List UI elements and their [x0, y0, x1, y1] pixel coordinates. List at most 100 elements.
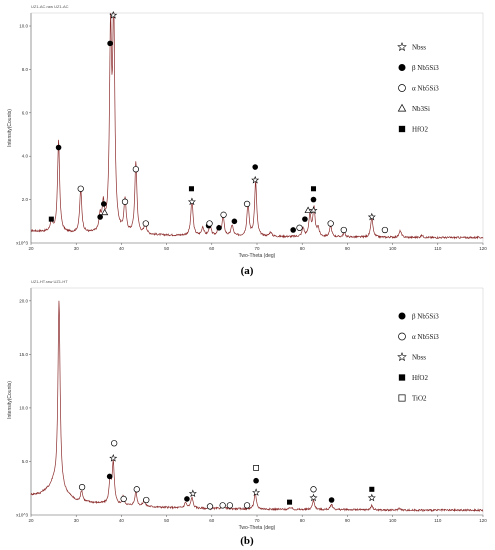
legend-label: α Nb5Si3	[412, 333, 439, 341]
xrd-chart-a: UZ1-AC.raw UZ1-AC 20 30 40 50 60 70 80 90 100 110 1…	[7, 4, 487, 277]
circle-open-marker	[132, 166, 140, 173]
legend-label: HfO2	[412, 126, 428, 134]
star-marker	[367, 493, 376, 502]
star-marker	[187, 197, 196, 206]
star-marker	[252, 488, 261, 496]
y-tick-label: 4.0	[22, 154, 29, 159]
circle-open-marker	[327, 220, 334, 227]
circle-open-marker	[133, 486, 140, 493]
circle-open-marker	[219, 502, 226, 509]
legend-label: Nbss	[412, 354, 426, 362]
y-tick-label: 20.0	[19, 298, 28, 303]
square-open-marker	[253, 465, 259, 471]
x-tick-label: 20	[28, 246, 34, 251]
xrd-pattern-line	[30, 300, 484, 513]
x-tick-label: 20	[28, 518, 34, 523]
x-tick-label: 100	[389, 518, 397, 523]
circle-open-marker	[296, 224, 303, 231]
square-filled-marker	[188, 186, 194, 192]
x-tick-label: 110	[434, 246, 442, 251]
legend-circle-open-icon	[398, 84, 406, 92]
circle-filled-marker	[290, 227, 296, 233]
circle-filled-marker	[106, 473, 113, 480]
x-tick-label: 120	[479, 518, 487, 523]
circle-open-marker	[111, 440, 118, 447]
circle-filled-marker	[216, 225, 222, 231]
star-marker	[309, 206, 318, 214]
square-filled-marker	[48, 216, 54, 222]
y-axis-label: Intensity(Counts)	[7, 109, 13, 147]
y-tick-label: 10.0	[19, 24, 28, 29]
square-filled-marker	[310, 186, 317, 192]
circle-filled-marker	[252, 164, 258, 170]
circle-filled-marker	[231, 218, 238, 225]
star-marker	[309, 493, 318, 502]
x-tick-label: 100	[389, 246, 397, 251]
legend-star-icon	[397, 41, 407, 52]
chart-header: UZ1-AC.raw UZ1-AC	[31, 4, 69, 9]
circle-filled-marker	[107, 40, 113, 47]
circle-open-marker	[226, 502, 234, 509]
legend-square-open-icon	[398, 394, 406, 402]
legend-triangle-open-icon	[397, 103, 407, 112]
x-tick-label: 50	[164, 246, 170, 251]
y-tick-label: 15.0	[19, 352, 28, 357]
legend-label: α Nb5Si3	[412, 85, 439, 93]
circle-open-marker	[243, 502, 251, 509]
circle-open-marker	[220, 211, 227, 218]
circle-open-marker	[243, 200, 251, 208]
legend-square-filled-icon	[398, 125, 406, 133]
legend: β Nb5Si3 α Nb5Si3 Nbss HfO2 TiO2	[397, 312, 439, 403]
circle-filled-marker	[184, 496, 190, 502]
legend: Nbss β Nb5Si3 α Nb5Si3 Nb3Si HfO2	[397, 41, 439, 134]
x-tick-label: 50	[164, 518, 170, 523]
x-tick-label: 60	[209, 518, 215, 523]
legend-star-icon	[397, 351, 407, 362]
x-axis-label: Two-Theta (deg)	[239, 253, 276, 259]
y-axis-label: Intensity(Counts)	[7, 381, 13, 419]
square-filled-marker	[369, 486, 375, 492]
circle-open-marker	[206, 220, 213, 227]
figure-caption: (a)	[241, 265, 254, 277]
figure-caption: (b)	[240, 535, 254, 547]
circle-open-marker	[310, 486, 317, 493]
x-tick-label: 40	[119, 246, 125, 251]
star-marker	[109, 454, 118, 462]
x-tick-label: 30	[74, 246, 80, 251]
y-tick-label: 10.0	[19, 405, 28, 410]
legend-circle-filled-icon	[398, 312, 406, 320]
star-marker	[188, 489, 197, 497]
star-marker	[251, 175, 260, 184]
circle-open-marker	[77, 185, 84, 192]
circle-open-marker	[381, 226, 389, 234]
x-tick-label: 90	[345, 518, 351, 523]
x-tick-label: 90	[345, 246, 351, 251]
y-tick-label: 8.0	[22, 67, 29, 72]
legend-circle-filled-icon	[398, 64, 406, 71]
circle-open-marker	[142, 220, 149, 227]
y-tick-label: 2.0	[22, 197, 29, 202]
circle-filled-marker	[97, 214, 103, 220]
circle-filled-marker	[302, 216, 308, 222]
y-tick-label: 6.0	[22, 110, 29, 115]
legend-label: Nb3Si	[412, 105, 430, 113]
legend-label: TiO2	[412, 395, 427, 403]
legend-label: β Nb5Si3	[412, 313, 439, 321]
circle-open-marker	[120, 495, 127, 503]
y-exponent-label: x10^3	[16, 241, 28, 246]
star-marker	[109, 10, 118, 19]
x-tick-label: 110	[434, 518, 442, 523]
circle-filled-marker	[253, 477, 259, 484]
triangle-open-marker	[304, 206, 312, 213]
x-tick-label: 120	[479, 246, 487, 251]
y-exponent-label: x10^3	[16, 513, 28, 518]
legend-label: HfO2	[412, 374, 428, 382]
circle-filled-marker	[328, 497, 335, 503]
x-tick-label: 70	[254, 518, 260, 523]
triangle-open-marker	[101, 208, 109, 216]
x-tick-label: 60	[209, 246, 215, 251]
circle-open-marker	[340, 226, 347, 234]
star-marker	[367, 212, 376, 221]
circle-filled-marker	[55, 144, 62, 151]
